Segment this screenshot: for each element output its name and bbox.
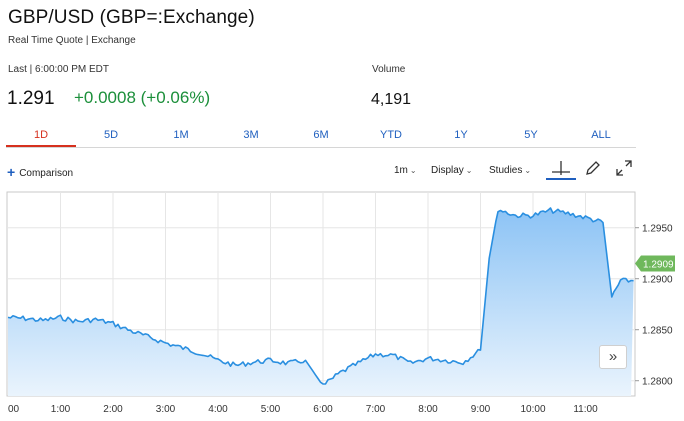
- x-tick-label: 1:00: [51, 404, 71, 415]
- tab-1m[interactable]: 1M: [173, 129, 189, 141]
- x-tick-label: 6:00: [313, 404, 333, 415]
- y-tick-label: 1.2950: [642, 224, 673, 235]
- x-tick-label: 2:00: [103, 404, 123, 415]
- draw-tool-button[interactable]: [584, 159, 602, 177]
- scroll-forward-button[interactable]: »: [599, 345, 627, 369]
- x-tick-label: 4:00: [208, 404, 228, 415]
- comparison-label: Comparison: [19, 168, 74, 179]
- chevron-down-icon: ⌄: [524, 166, 532, 175]
- y-tick-label: 1.2800: [642, 377, 673, 388]
- tab-1y[interactable]: 1Y: [454, 129, 468, 141]
- interval-dropdown[interactable]: 1m ⌄: [394, 165, 417, 176]
- crosshair-tool-button[interactable]: [546, 158, 576, 180]
- display-dropdown[interactable]: Display ⌄: [431, 165, 473, 176]
- quote-source-subtitle: Real Time Quote | Exchange: [8, 35, 136, 46]
- x-tick-label: 9:00: [471, 404, 491, 415]
- display-label: Display: [431, 165, 464, 176]
- studies-label: Studies: [489, 165, 523, 176]
- tab-6m[interactable]: 6M: [313, 129, 329, 141]
- pencil-icon: [586, 161, 600, 175]
- time-range-tabs: 1D 5D 1M 3M 6M YTD 1Y 5Y ALL: [6, 126, 636, 148]
- last-quote-label: Last | 6:00:00 PM EDT: [8, 64, 109, 75]
- tab-5d[interactable]: 5D: [103, 129, 119, 141]
- volume-label: Volume: [372, 64, 406, 75]
- crosshair-icon: [552, 161, 570, 175]
- x-tick-label: 11:00: [573, 404, 598, 415]
- x-tick-label: 7:00: [366, 404, 386, 415]
- tab-1d[interactable]: 1D: [33, 129, 49, 141]
- interval-label: 1m: [394, 165, 408, 176]
- tab-5y[interactable]: 5Y: [524, 129, 538, 141]
- price-area-fill: [8, 208, 634, 396]
- comparison-button[interactable]: + Comparison: [7, 164, 73, 180]
- plus-icon: +: [7, 164, 16, 180]
- price-series-line: [7, 207, 634, 385]
- studies-dropdown[interactable]: Studies ⌄: [489, 165, 531, 176]
- fullscreen-button[interactable]: [614, 158, 634, 178]
- x-tick-label: 10:00: [520, 404, 545, 415]
- price-chart[interactable]: 00 1:00 2:00 3:00 4:00 5:00 6:00 7:00 8:00 9:00 10…: [0, 186, 684, 421]
- x-tick-label: 3:00: [156, 404, 176, 415]
- price-chart-svg: 00 1:00 2:00 3:00 4:00 5:00 6:00 7:00 8:00 9:00 10…: [6, 191, 675, 415]
- tab-all[interactable]: ALL: [591, 129, 611, 141]
- tab-ytd[interactable]: YTD: [380, 129, 402, 141]
- active-tab-indicator: [6, 145, 76, 147]
- tab-3m[interactable]: 3M: [243, 129, 259, 141]
- last-price: 1.291: [7, 88, 55, 109]
- current-price-tag: [635, 255, 675, 272]
- x-tick-label: 00: [8, 404, 20, 415]
- price-change: +0.0008 (+0.06%): [74, 88, 211, 107]
- x-tick-label: 8:00: [418, 404, 438, 415]
- current-price-tag-label: 1.2909: [643, 260, 674, 271]
- expand-icon: [616, 160, 632, 176]
- chevron-down-icon: ⌄: [465, 166, 473, 175]
- page-title: GBP/USD (GBP=:Exchange): [8, 7, 255, 28]
- chevron-down-icon: ⌄: [409, 166, 417, 175]
- x-tick-label: 5:00: [261, 404, 281, 415]
- y-tick-label: 1.2850: [642, 326, 673, 337]
- y-tick-label: 1.2900: [642, 275, 673, 286]
- volume-value: 4,191: [371, 91, 412, 108]
- chart-toolbar: + Comparison 1m ⌄ Display ⌄ Studies ⌄: [0, 156, 684, 186]
